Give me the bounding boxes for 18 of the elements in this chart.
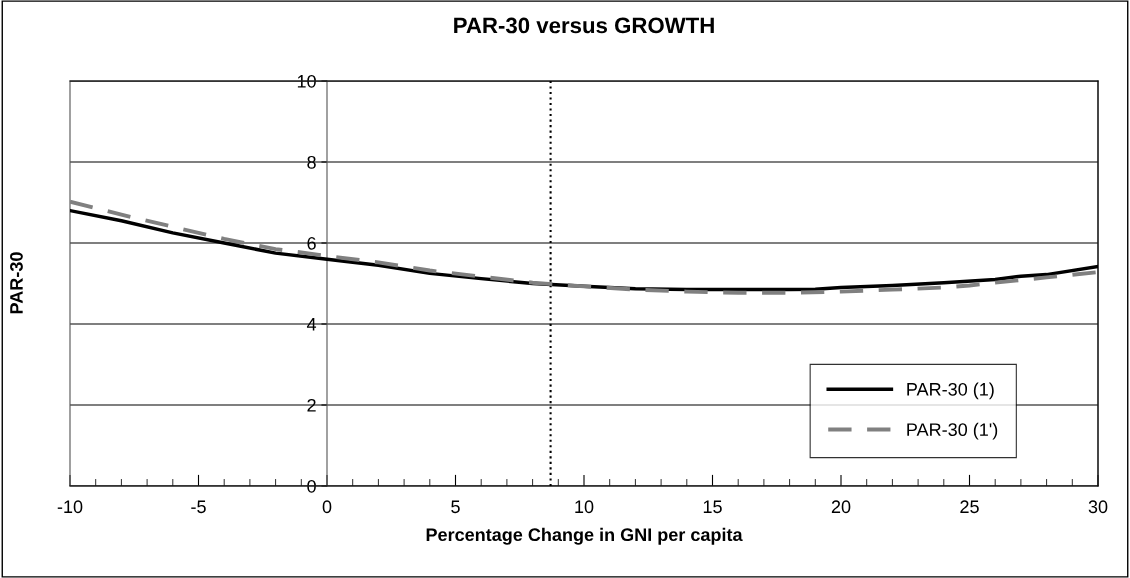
y-tick-label: 8 — [307, 155, 316, 169]
x-tick-label: 5 — [451, 500, 460, 514]
x-tick-label: 0 — [322, 500, 332, 514]
x-tick-label: -10 — [57, 500, 83, 514]
legend-label: PAR-30 (1) — [907, 382, 994, 400]
legend-label: PAR-30 (1') — [907, 422, 998, 440]
y-tick-label: 6 — [307, 236, 316, 250]
x-tick-label: 25 — [960, 500, 979, 514]
x-tick-label: 15 — [703, 500, 722, 514]
x-axis-title: Percentage Change in GNI per capita — [426, 527, 743, 545]
y-tick-label: 2 — [307, 398, 316, 412]
y-tick-label: 4 — [306, 318, 317, 331]
chart-title: PAR-30 versus GROWTH — [454, 17, 714, 34]
y-axis-title: PAR-30 — [10, 252, 23, 314]
x-tick-label: 20 — [831, 500, 851, 514]
x-tick-label: 30 — [1088, 500, 1108, 514]
x-tick-label: 10 — [575, 500, 594, 514]
x-tick-label: -5 — [191, 500, 206, 514]
